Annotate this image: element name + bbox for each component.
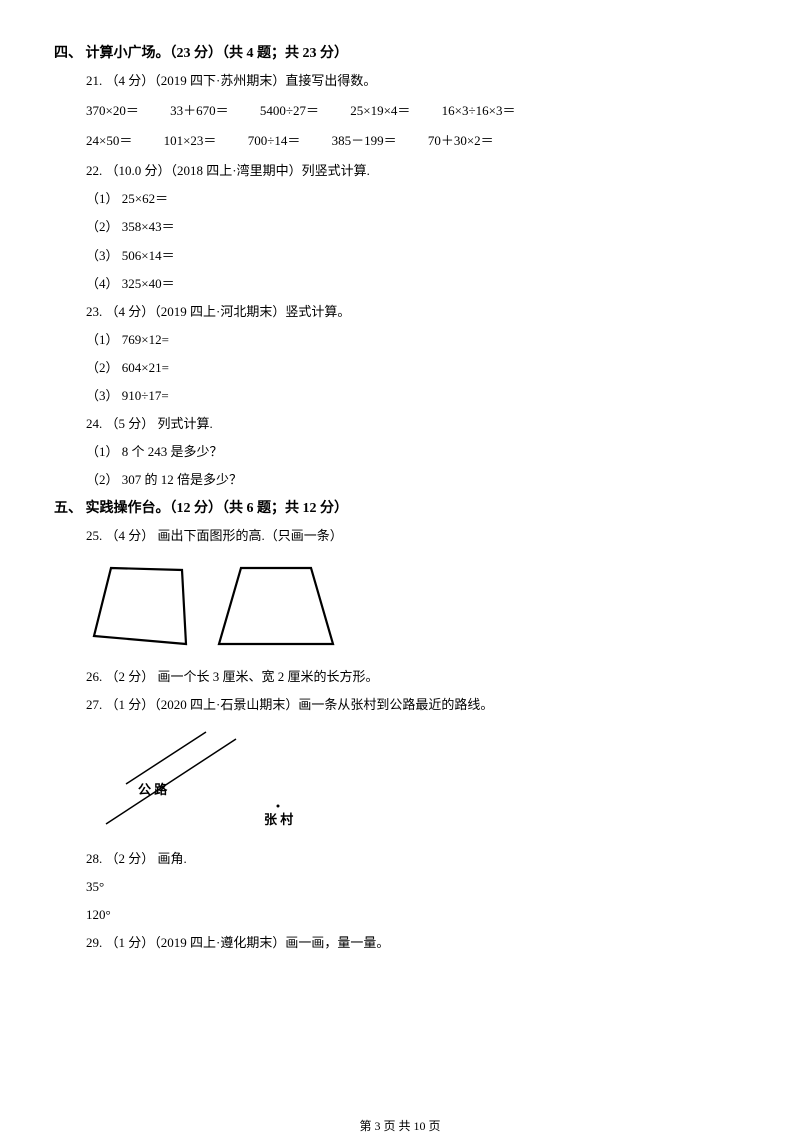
road-diagram-icon: 公 路 张 村 xyxy=(86,724,356,834)
trapezoid-right-icon xyxy=(211,556,341,656)
q21-prompt: 21. （4 分）（2019 四下·苏州期末）直接写出得数。 xyxy=(86,70,746,92)
q21-exp: 16×3÷16×3＝ xyxy=(442,100,516,122)
q28-angle: 35° xyxy=(86,876,746,898)
q28-angle: 120° xyxy=(86,904,746,926)
q24-prompt: 24. （5 分） 列式计算. xyxy=(86,413,746,435)
q22-prompt: 22. （10.0 分）（2018 四上·湾里期中）列竖式计算. xyxy=(86,160,746,182)
village-label: 张 村 xyxy=(264,812,293,827)
q22-item: （3） 506×14＝ xyxy=(86,245,746,267)
q21-row1: 370×20＝ 33＋670＝ 5400÷27＝ 25×19×4＝ 16×3÷1… xyxy=(86,100,746,122)
q23-item: （1） 769×12= xyxy=(86,329,746,351)
q21-exp: 370×20＝ xyxy=(86,100,139,122)
q22-item: （2） 358×43＝ xyxy=(86,216,746,238)
q22-item: （4） 325×40＝ xyxy=(86,273,746,295)
q24-item: （2） 307 的 12 倍是多少？ xyxy=(86,469,746,491)
q27-figure: 公 路 张 村 xyxy=(86,724,746,838)
q21-row2: 24×50＝ 101×23＝ 700÷14＝ 385－199＝ 70＋30×2＝ xyxy=(86,130,746,152)
q28-prompt: 28. （2 分） 画角. xyxy=(86,848,746,870)
q21-exp: 33＋670＝ xyxy=(170,100,229,122)
q24-item: （1） 8 个 243 是多少？ xyxy=(86,441,746,463)
q22-item: （1） 25×62＝ xyxy=(86,188,746,210)
q25-figures xyxy=(86,556,746,656)
q21-exp: 700÷14＝ xyxy=(248,130,301,152)
q23-item: （2） 604×21= xyxy=(86,357,746,379)
q26-prompt: 26. （2 分） 画一个长 3 厘米、宽 2 厘米的长方形。 xyxy=(86,666,746,688)
q21-exp: 5400÷27＝ xyxy=(260,100,319,122)
quadrilateral-left-icon xyxy=(86,556,196,656)
page-footer: 第 3 页 共 10 页 xyxy=(0,1117,800,1134)
q23-prompt: 23. （4 分）（2019 四上·河北期末）竖式计算。 xyxy=(86,301,746,323)
q23-item: （3） 910÷17= xyxy=(86,385,746,407)
section-4-heading: 四、 计算小广场。（23 分）（共 4 题；共 23 分） xyxy=(54,42,746,62)
q21-exp: 70＋30×2＝ xyxy=(428,130,494,152)
q21-exp: 24×50＝ xyxy=(86,130,132,152)
q25-prompt: 25. （4 分） 画出下面图形的高.（只画一条） xyxy=(86,525,746,547)
q21-exp: 25×19×4＝ xyxy=(350,100,410,122)
section-5-heading: 五、 实践操作台。（12 分）（共 6 题；共 12 分） xyxy=(54,497,746,517)
q21-exp: 385－199＝ xyxy=(332,130,397,152)
q21-exp: 101×23＝ xyxy=(164,130,217,152)
road-label: 公 路 xyxy=(138,782,168,797)
q27-prompt: 27. （1 分）（2020 四上·石景山期末）画一条从张村到公路最近的路线。 xyxy=(86,694,746,716)
q29-prompt: 29. （1 分）（2019 四上·遵化期末）画一画，量一量。 xyxy=(86,932,746,954)
